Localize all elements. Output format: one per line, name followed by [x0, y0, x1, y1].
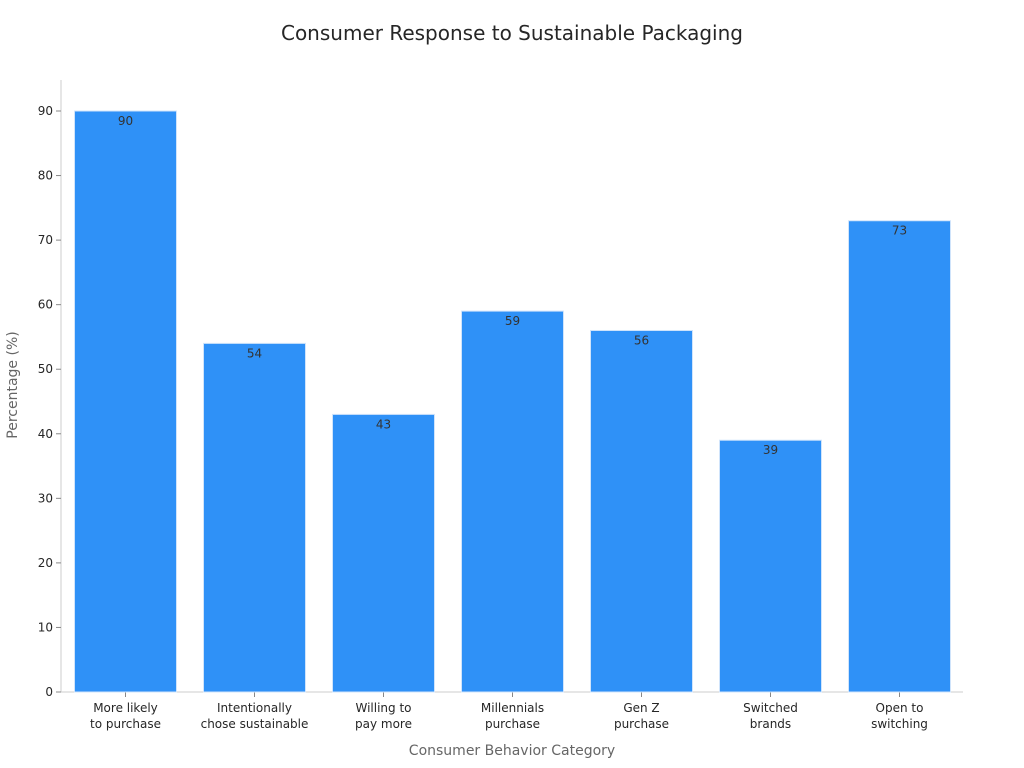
- x-tick-label: Switched brands: [743, 701, 798, 731]
- bar-value-label: 39: [763, 443, 778, 457]
- bar-value-label: 56: [634, 333, 649, 347]
- bars-group: [74, 110, 951, 693]
- x-axis: More likely to purchase Intentionally chose…: [61, 691, 963, 731]
- x-tick-label-line: purchase: [485, 717, 540, 731]
- x-tick-label-line: More likely: [93, 701, 158, 715]
- x-tick-label-line: brands: [750, 717, 791, 731]
- bar-value-label: 59: [505, 314, 520, 328]
- x-tick-label-line: pay more: [355, 717, 412, 731]
- x-tick-label-line: Willing to: [355, 701, 411, 715]
- x-tick-label: Intentionally chose sustainable: [201, 701, 309, 731]
- y-tick-label: 80: [38, 169, 53, 183]
- x-tick-label-line: to purchase: [90, 717, 161, 731]
- y-tick-label: 10: [38, 620, 53, 634]
- bar: [74, 110, 177, 693]
- x-tick-label-line: Millennials: [481, 701, 544, 715]
- x-tick-label: Millennials purchase: [481, 701, 544, 731]
- y-axis-title: Percentage (%): [5, 331, 21, 438]
- x-tick-label-line: Intentionally: [217, 701, 292, 715]
- y-tick-label: 40: [38, 427, 53, 441]
- y-axis: 0 10 20 30 40 50 60 70 80 90: [38, 80, 62, 699]
- bar: [590, 329, 693, 693]
- bar-value-label: 54: [247, 346, 262, 360]
- y-tick-label: 20: [38, 556, 53, 570]
- y-tick-label: 50: [38, 362, 53, 376]
- x-tick-label-line: chose sustainable: [201, 717, 309, 731]
- x-axis-title: Consumer Behavior Category: [409, 743, 615, 759]
- bar-value-label: 73: [892, 224, 907, 238]
- x-tick-label-line: switching: [871, 717, 928, 731]
- chart-title: Consumer Response to Sustainable Packagi…: [281, 21, 743, 45]
- y-tick-label: 70: [38, 233, 53, 247]
- y-tick-label: 60: [38, 298, 53, 312]
- data-labels-group: 90 54 43 59 56 39 73: [118, 114, 907, 457]
- bar-value-label: 90: [118, 114, 133, 128]
- y-tick-label: 90: [38, 104, 53, 118]
- x-tick-label-line: Switched: [743, 701, 798, 715]
- bar-value-label: 43: [376, 417, 391, 431]
- x-tick-label-line: Gen Z: [623, 701, 659, 715]
- bar: [461, 310, 564, 693]
- bar: [203, 342, 306, 693]
- bar: [848, 220, 951, 693]
- y-tick-label: 0: [45, 685, 53, 699]
- x-tick-label: Open to switching: [871, 701, 928, 731]
- y-tick-label: 30: [38, 491, 53, 505]
- x-tick-label: Gen Z purchase: [614, 701, 669, 731]
- x-tick-label: More likely to purchase: [90, 701, 161, 731]
- x-tick-label-line: Open to: [876, 701, 924, 715]
- x-tick-label: Willing to pay more: [355, 701, 412, 731]
- bar: [719, 439, 822, 693]
- bar: [332, 413, 435, 693]
- x-tick-label-line: purchase: [614, 717, 669, 731]
